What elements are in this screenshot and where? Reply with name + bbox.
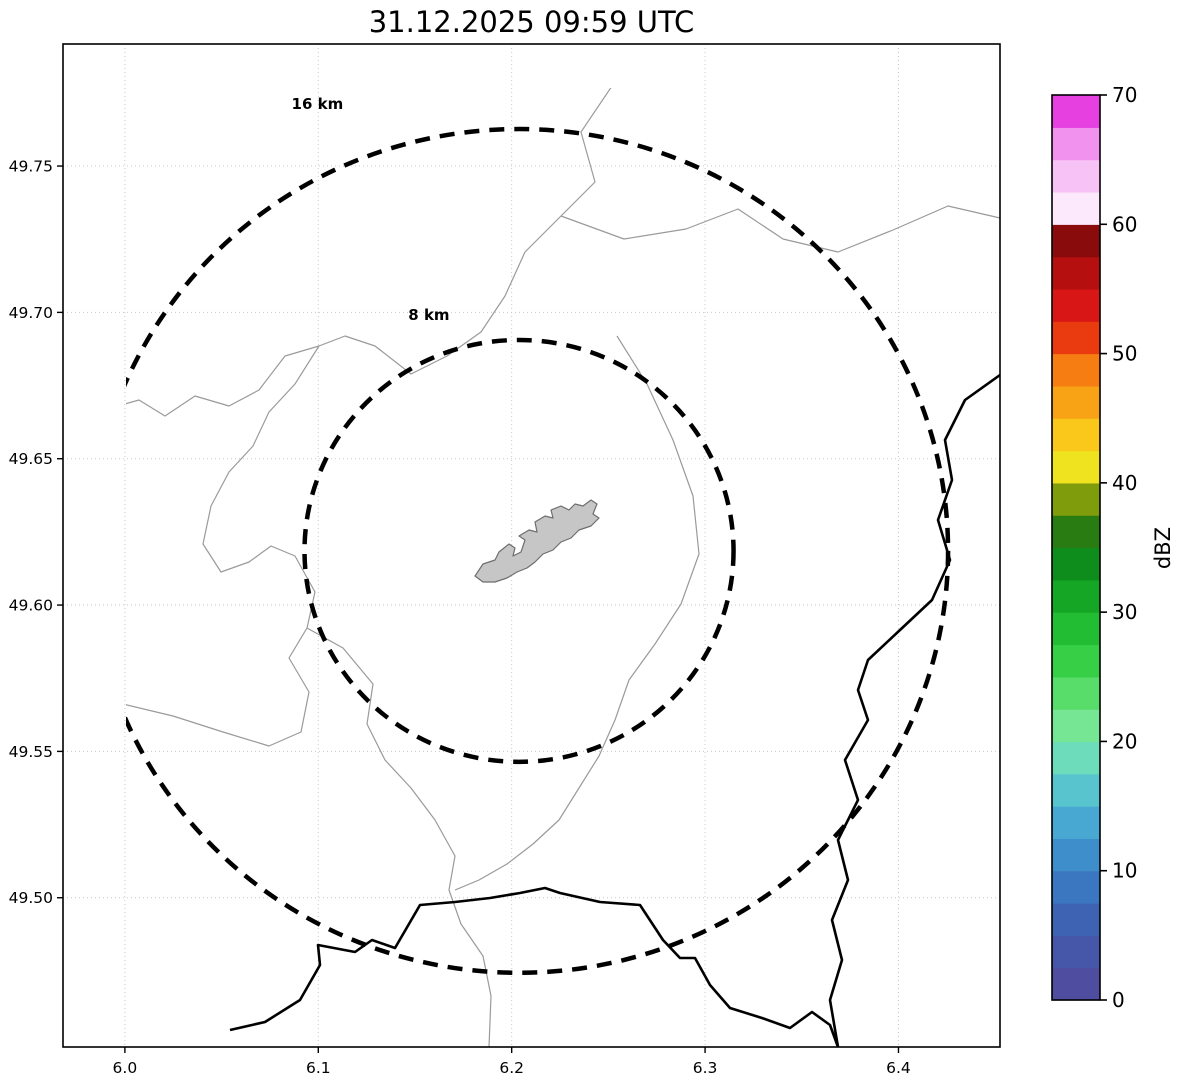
x-tick-label: 6.3 <box>693 1059 718 1077</box>
colorbar-band <box>1052 418 1100 452</box>
range-ring-label: 8 km <box>408 306 449 324</box>
colorbar-band <box>1052 838 1100 872</box>
city-area <box>474 499 600 583</box>
admin-boundary-line <box>306 627 492 1048</box>
plot-title: 31.12.2025 09:59 UTC <box>368 5 695 39</box>
colorbar-band <box>1052 741 1100 775</box>
colorbar-tick-label: 30 <box>1112 600 1137 624</box>
y-tick-label: 49.70 <box>9 304 53 322</box>
range-ring-label: 16 km <box>292 95 344 113</box>
colorbar-tick-label: 10 <box>1112 859 1137 883</box>
colorbar-band <box>1052 709 1100 743</box>
colorbar-band <box>1052 482 1100 516</box>
country-border-line <box>229 886 840 1048</box>
y-tick-label: 49.50 <box>9 889 53 907</box>
y-tick-label: 49.60 <box>9 597 53 615</box>
colorbar-band <box>1052 967 1100 1001</box>
colorbar-tick-label: 0 <box>1112 988 1125 1012</box>
y-tick-label: 49.75 <box>9 158 53 176</box>
x-tick-label: 6.1 <box>306 1059 331 1077</box>
admin-boundary-line <box>126 345 320 747</box>
colorbar-frame <box>1051 94 1101 1001</box>
colorbar-band <box>1052 579 1100 613</box>
colorbar-tick-label: 60 <box>1112 212 1137 236</box>
colorbar-band <box>1052 644 1100 678</box>
y-tick-label: 49.65 <box>9 450 53 468</box>
colorbar-band <box>1052 385 1100 419</box>
colorbar-band <box>1052 547 1100 581</box>
y-tick-label: 49.55 <box>9 743 53 761</box>
colorbar-band <box>1052 676 1100 710</box>
colorbar-band <box>1052 870 1100 904</box>
colorbar-band <box>1052 321 1100 355</box>
admin-boundary-line <box>560 205 1001 253</box>
colorbar-band <box>1052 773 1100 807</box>
colorbar-band <box>1052 806 1100 839</box>
plot-frame <box>62 43 1001 1048</box>
colorbar-band <box>1052 450 1100 484</box>
colorbar-band <box>1052 224 1100 258</box>
colorbar-band <box>1052 903 1100 936</box>
x-tick-label: 6.0 <box>113 1059 138 1077</box>
x-tick-label: 6.4 <box>886 1059 911 1077</box>
colorbar-band <box>1052 515 1100 549</box>
admin-boundary-line <box>454 335 700 891</box>
colorbar-band <box>1052 95 1100 128</box>
colorbar-band <box>1052 353 1100 387</box>
range-ring-16km <box>126 126 951 975</box>
colorbar-tick-label: 20 <box>1112 729 1137 753</box>
map-features: 8 km 16 km <box>126 88 1001 1048</box>
colorbar-tick-label: 70 <box>1112 83 1137 107</box>
colorbar-band <box>1052 612 1100 646</box>
colorbar-label: dBZ <box>1151 526 1175 570</box>
colorbar-band <box>1052 288 1100 322</box>
colorbar-tick-label: 50 <box>1112 342 1137 366</box>
colorbar-band <box>1052 159 1100 193</box>
colorbar-tick-label: 40 <box>1112 471 1137 495</box>
colorbar-band <box>1052 191 1100 225</box>
colorbar-band <box>1052 935 1100 969</box>
grid-lines <box>63 44 1000 1047</box>
colorbar-band <box>1052 256 1100 290</box>
admin-boundary-line <box>126 88 612 417</box>
colorbar-band <box>1052 127 1100 161</box>
axis-ticks <box>57 165 900 1053</box>
range-ring-8km <box>302 337 736 765</box>
x-tick-label: 6.2 <box>499 1059 524 1077</box>
country-border-line <box>828 373 1001 1048</box>
